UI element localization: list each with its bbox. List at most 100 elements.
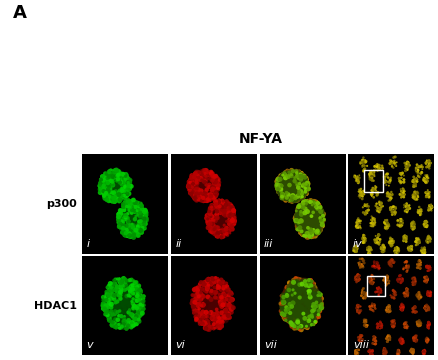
Point bbox=[372, 338, 379, 344]
Point bbox=[286, 186, 293, 192]
Point bbox=[130, 230, 137, 236]
Point bbox=[191, 307, 198, 313]
Point bbox=[291, 192, 298, 197]
Point bbox=[110, 172, 117, 178]
Point bbox=[106, 169, 113, 175]
Point bbox=[204, 217, 211, 223]
Point bbox=[210, 217, 217, 222]
Point bbox=[309, 206, 316, 212]
Point bbox=[425, 325, 432, 331]
Point bbox=[297, 312, 304, 318]
Point bbox=[277, 181, 284, 186]
Point bbox=[210, 213, 217, 219]
Point bbox=[416, 240, 423, 246]
Point bbox=[132, 204, 139, 210]
Point bbox=[218, 323, 225, 329]
Point bbox=[309, 216, 316, 222]
Point bbox=[202, 292, 209, 297]
Point bbox=[301, 176, 308, 182]
Point bbox=[122, 192, 129, 198]
Point bbox=[354, 219, 361, 224]
Point bbox=[310, 200, 317, 206]
Point bbox=[298, 174, 305, 179]
Point bbox=[416, 294, 423, 300]
Point bbox=[212, 174, 219, 179]
Point bbox=[304, 288, 311, 294]
Point bbox=[288, 184, 295, 190]
Point bbox=[122, 279, 129, 285]
Point bbox=[355, 180, 362, 186]
Point bbox=[290, 187, 297, 193]
Point bbox=[208, 210, 215, 215]
Point bbox=[299, 320, 306, 325]
Point bbox=[311, 312, 318, 318]
Point bbox=[361, 211, 368, 217]
Point bbox=[397, 178, 404, 184]
Point bbox=[279, 192, 286, 197]
Point bbox=[217, 220, 224, 226]
Point bbox=[122, 298, 129, 304]
Point bbox=[210, 195, 217, 201]
Point bbox=[317, 226, 324, 231]
Point bbox=[300, 204, 307, 210]
Point bbox=[285, 306, 292, 312]
Point bbox=[294, 217, 301, 222]
Point bbox=[362, 211, 369, 217]
Point bbox=[225, 201, 232, 207]
Point bbox=[387, 193, 394, 198]
Point bbox=[275, 183, 282, 189]
Point bbox=[200, 173, 207, 179]
Point bbox=[289, 188, 296, 194]
Point bbox=[419, 247, 426, 253]
Point bbox=[297, 324, 304, 329]
Point bbox=[113, 291, 120, 297]
Point bbox=[423, 180, 430, 185]
Point bbox=[196, 306, 203, 311]
Point bbox=[417, 248, 424, 254]
Point bbox=[313, 216, 320, 221]
Point bbox=[415, 165, 422, 171]
Point bbox=[309, 228, 316, 234]
Point bbox=[185, 184, 192, 190]
Point bbox=[198, 197, 205, 202]
Point bbox=[113, 284, 120, 289]
Point bbox=[123, 308, 130, 314]
Point bbox=[309, 208, 316, 214]
Point bbox=[283, 179, 290, 184]
Point bbox=[302, 187, 309, 193]
Point bbox=[120, 301, 127, 307]
Point bbox=[314, 293, 321, 298]
Point bbox=[311, 316, 318, 322]
Point bbox=[225, 229, 232, 235]
Point bbox=[120, 305, 127, 310]
Point bbox=[422, 179, 429, 185]
Point bbox=[305, 212, 312, 218]
Point bbox=[220, 216, 227, 222]
Point bbox=[188, 190, 195, 195]
Point bbox=[199, 190, 206, 195]
Point bbox=[403, 259, 410, 265]
Point bbox=[353, 224, 360, 230]
Point bbox=[216, 203, 223, 209]
Point bbox=[301, 285, 308, 291]
Point bbox=[194, 196, 201, 202]
Point bbox=[293, 215, 300, 221]
Point bbox=[113, 291, 120, 297]
Point bbox=[425, 205, 432, 211]
Point bbox=[410, 220, 417, 225]
Point bbox=[302, 219, 309, 224]
Point bbox=[398, 339, 405, 345]
Point bbox=[281, 196, 288, 202]
Point bbox=[120, 215, 127, 221]
Point bbox=[288, 188, 295, 193]
Point bbox=[283, 185, 290, 190]
Point bbox=[218, 209, 225, 215]
Point bbox=[292, 292, 299, 298]
Point bbox=[288, 291, 295, 297]
Point bbox=[209, 175, 216, 181]
Point bbox=[354, 272, 361, 278]
Point bbox=[303, 177, 310, 183]
Point bbox=[104, 312, 111, 318]
Point bbox=[289, 280, 296, 286]
Point bbox=[102, 181, 109, 187]
